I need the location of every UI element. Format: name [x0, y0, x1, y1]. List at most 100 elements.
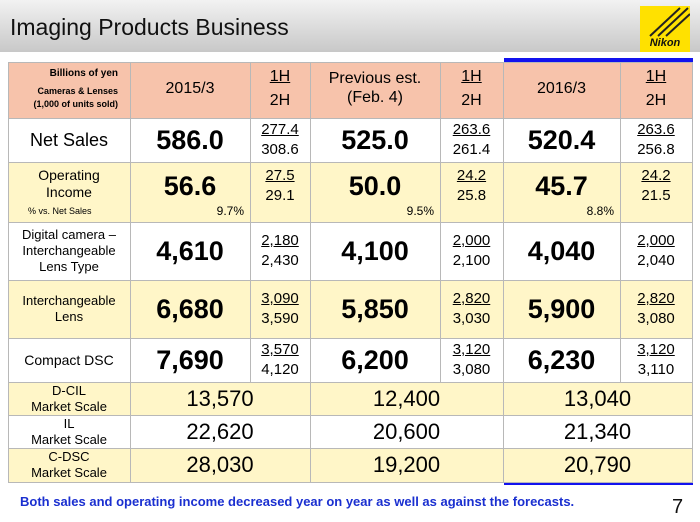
row-label: Market Scale	[31, 465, 107, 480]
header-cell	[440, 62, 504, 119]
value-cell	[250, 338, 311, 383]
header-band	[0, 0, 700, 52]
half-value: 2,430	[261, 252, 299, 269]
page-number: 7	[672, 496, 684, 518]
half-value: 2,000	[637, 232, 675, 249]
units-label: Cameras & Lenses	[37, 86, 118, 96]
half-value: 256.8	[637, 141, 675, 158]
half-value: 2,000	[452, 232, 491, 249]
row-label: Interchangeable	[22, 243, 116, 258]
market-value: 12,400	[372, 385, 441, 411]
row-label: IL	[63, 415, 75, 431]
column-label: 2016/3	[537, 79, 586, 97]
row-label: Net Sales	[29, 129, 109, 150]
market-value: 28,030	[186, 452, 254, 477]
value-cell	[440, 118, 504, 163]
value-cell	[310, 280, 441, 339]
value-cell	[310, 118, 441, 163]
half-value: 21.5	[641, 187, 671, 204]
half-value: 25.8	[456, 187, 487, 204]
total-value: 56.6	[163, 171, 217, 201]
half-label: 1H	[461, 68, 482, 85]
total-value: 5,900	[527, 294, 596, 324]
half-value: 3,090	[261, 290, 299, 307]
half-value: 261.4	[452, 141, 491, 158]
market-value: 19,200	[372, 452, 441, 477]
row-label: D-CIL	[52, 382, 86, 398]
row-label: Compact DSC	[24, 351, 114, 368]
column-label: (Feb. 4)	[346, 89, 403, 106]
ratio-value: 8.8%	[586, 204, 614, 218]
units-label: (1,000 of units sold)	[33, 99, 118, 109]
row-label: Market Scale	[31, 398, 107, 414]
column-label: Previous est.	[328, 70, 422, 87]
half-value: 3,080	[452, 361, 491, 378]
half-label: 2H	[269, 92, 291, 109]
row-label-cell	[8, 162, 131, 223]
value-cell	[310, 448, 504, 483]
half-value: 24.2	[456, 167, 487, 184]
row-label: Lens Type	[39, 259, 99, 274]
half-value: 29.1	[265, 187, 295, 204]
row-label-cell	[8, 382, 131, 416]
value-cell	[310, 222, 441, 281]
total-value: 6,200	[341, 345, 409, 375]
logo-graphic	[649, 7, 690, 37]
logo-stripe	[649, 7, 681, 37]
half-value: 3,570	[261, 341, 299, 358]
half-value: 2,820	[637, 290, 675, 307]
value-cell	[620, 222, 693, 281]
value-cell	[130, 222, 251, 281]
row-label: Operating	[38, 167, 100, 183]
logo: Nikon	[640, 6, 690, 52]
value-cell	[620, 338, 693, 383]
row-sublabel: % vs. Net Sales	[28, 206, 92, 216]
half-value: 24.2	[641, 167, 671, 184]
row-label-cell	[8, 448, 131, 483]
header-cell	[130, 62, 251, 119]
total-value: 4,040	[527, 236, 596, 266]
row-label-cell	[8, 338, 131, 383]
row-label: Interchangeable	[22, 293, 116, 308]
market-value: 13,570	[186, 385, 254, 411]
half-value: 2,180	[261, 232, 299, 249]
half-value: 308.6	[261, 141, 299, 158]
half-label: 1H	[645, 68, 667, 85]
half-value: 277.4	[261, 121, 299, 138]
value-cell	[503, 448, 693, 483]
market-value: 20,790	[563, 452, 632, 477]
ratio-value: 9.5%	[406, 204, 434, 218]
row-label: Income	[46, 184, 92, 200]
half-value: 27.5	[265, 167, 295, 184]
header-cell	[250, 62, 311, 119]
value-cell	[130, 280, 251, 339]
logo-stripe	[657, 7, 689, 37]
total-value: 45.7	[535, 171, 588, 201]
half-value: 2,040	[637, 252, 675, 269]
row-label: C-DSC	[48, 449, 90, 464]
header-cell	[620, 62, 693, 119]
value-cell	[250, 162, 311, 223]
row-label: Digital camera –	[22, 227, 116, 242]
logo-text: Nikon	[649, 37, 681, 49]
total-value: 525.0	[341, 125, 409, 155]
value-cell	[250, 118, 311, 163]
ratio-value: 9.7%	[216, 204, 244, 218]
market-value: 22,620	[186, 418, 254, 444]
total-value: 7,690	[156, 345, 224, 375]
slide-title: Imaging Products Business	[10, 14, 289, 40]
half-value: 3,120	[452, 341, 491, 358]
row-label: Lens	[54, 309, 84, 324]
half-label: 2H	[645, 92, 667, 109]
half-value: 3,590	[261, 310, 299, 327]
value-cell	[620, 162, 693, 223]
half-value: 2,100	[452, 252, 491, 269]
market-value: 20,600	[372, 418, 441, 444]
total-value: 520.4	[527, 125, 596, 155]
half-value: 3,030	[452, 310, 491, 327]
value-cell	[503, 280, 621, 339]
half-value: 4,120	[261, 361, 299, 378]
total-value: 5,850	[341, 294, 409, 324]
units-label: Billions of yen	[49, 68, 118, 79]
